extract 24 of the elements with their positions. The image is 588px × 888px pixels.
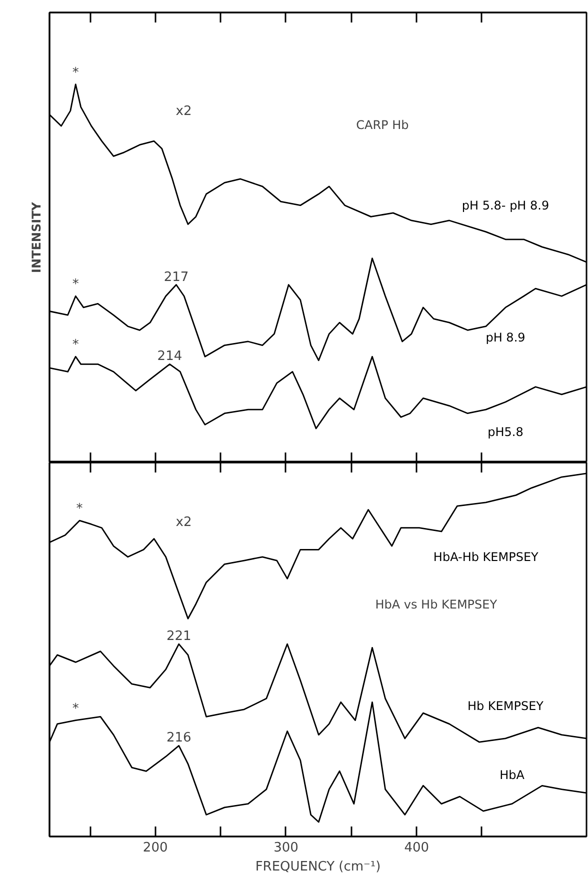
series-label: HbA-Hb KEMPSEY xyxy=(433,550,540,564)
annotation: * xyxy=(72,277,80,292)
annotation: 216 xyxy=(166,730,192,746)
annotation: * xyxy=(72,701,80,716)
annotation: * xyxy=(72,65,80,80)
x-tick-label: 400 xyxy=(404,840,430,856)
series-label: pH5.8 xyxy=(488,425,524,440)
x-tick-label: 300 xyxy=(274,840,298,856)
y-axis-title: INTENSITY xyxy=(30,202,44,273)
annotation: 214 xyxy=(157,349,182,364)
annotation: * xyxy=(72,338,80,353)
annotation: x2 xyxy=(176,514,192,530)
annotation: x2 xyxy=(176,104,192,119)
x-axis-title: FREQUENCY (cm⁻¹) xyxy=(255,860,381,874)
series-label: Hb KEMPSEY xyxy=(467,698,544,713)
series-label: pH 5.8- pH 8.9 xyxy=(462,198,550,212)
series-label: HbA xyxy=(500,768,526,782)
text: CARP Hb xyxy=(356,118,409,132)
x-tick-label: 200 xyxy=(142,840,168,856)
series-label: pH 8.9 xyxy=(486,330,526,345)
annotation: * xyxy=(76,502,84,517)
text: HbA vs Hb KEMPSEY xyxy=(375,598,498,612)
annotation: 221 xyxy=(166,629,192,644)
annotation: 217 xyxy=(164,270,189,285)
